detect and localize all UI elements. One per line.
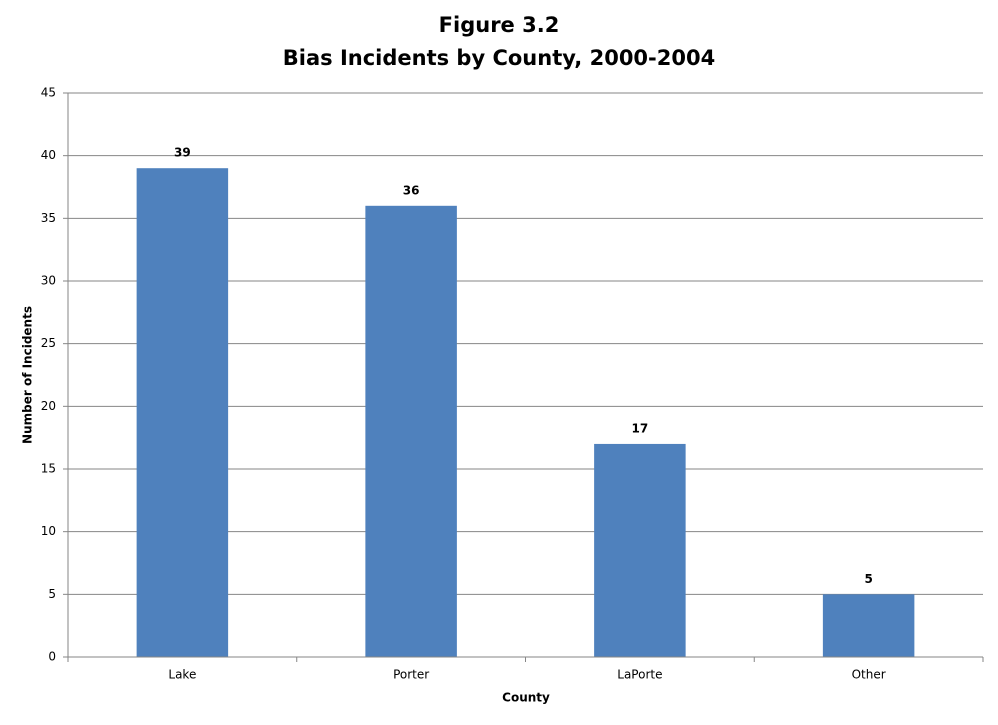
bar [365,205,457,658]
x-tick-label: LaPorte [617,668,662,682]
y-axis-title: Number of Incidents [21,306,35,444]
data-label: 17 [632,421,649,435]
y-tick-label: 10 [41,524,56,538]
y-tick-label: 35 [41,211,56,225]
data-label: 5 [864,572,872,586]
bar [822,594,915,657]
y-tick-label: 30 [41,274,56,288]
y-tick-label: 5 [48,587,56,601]
x-tick-label: Porter [393,668,429,682]
data-label: 39 [174,146,191,160]
bar [594,443,686,657]
x-axis-title: County [502,691,550,705]
chart-title: Figure 3.2 [439,13,560,37]
y-tick-label: 25 [41,336,56,350]
chart-subtitle: Bias Incidents by County, 2000-2004 [283,46,715,70]
x-tick-label: Lake [168,668,196,682]
y-tick-label: 15 [41,462,56,476]
data-label: 36 [403,183,420,197]
y-tick-label: 0 [48,650,56,664]
x-tick-label: Other [852,668,886,682]
y-tick-label: 20 [41,399,56,413]
bar [136,168,229,657]
y-tick-label: 45 [41,86,56,100]
y-tick-label: 40 [41,148,56,162]
